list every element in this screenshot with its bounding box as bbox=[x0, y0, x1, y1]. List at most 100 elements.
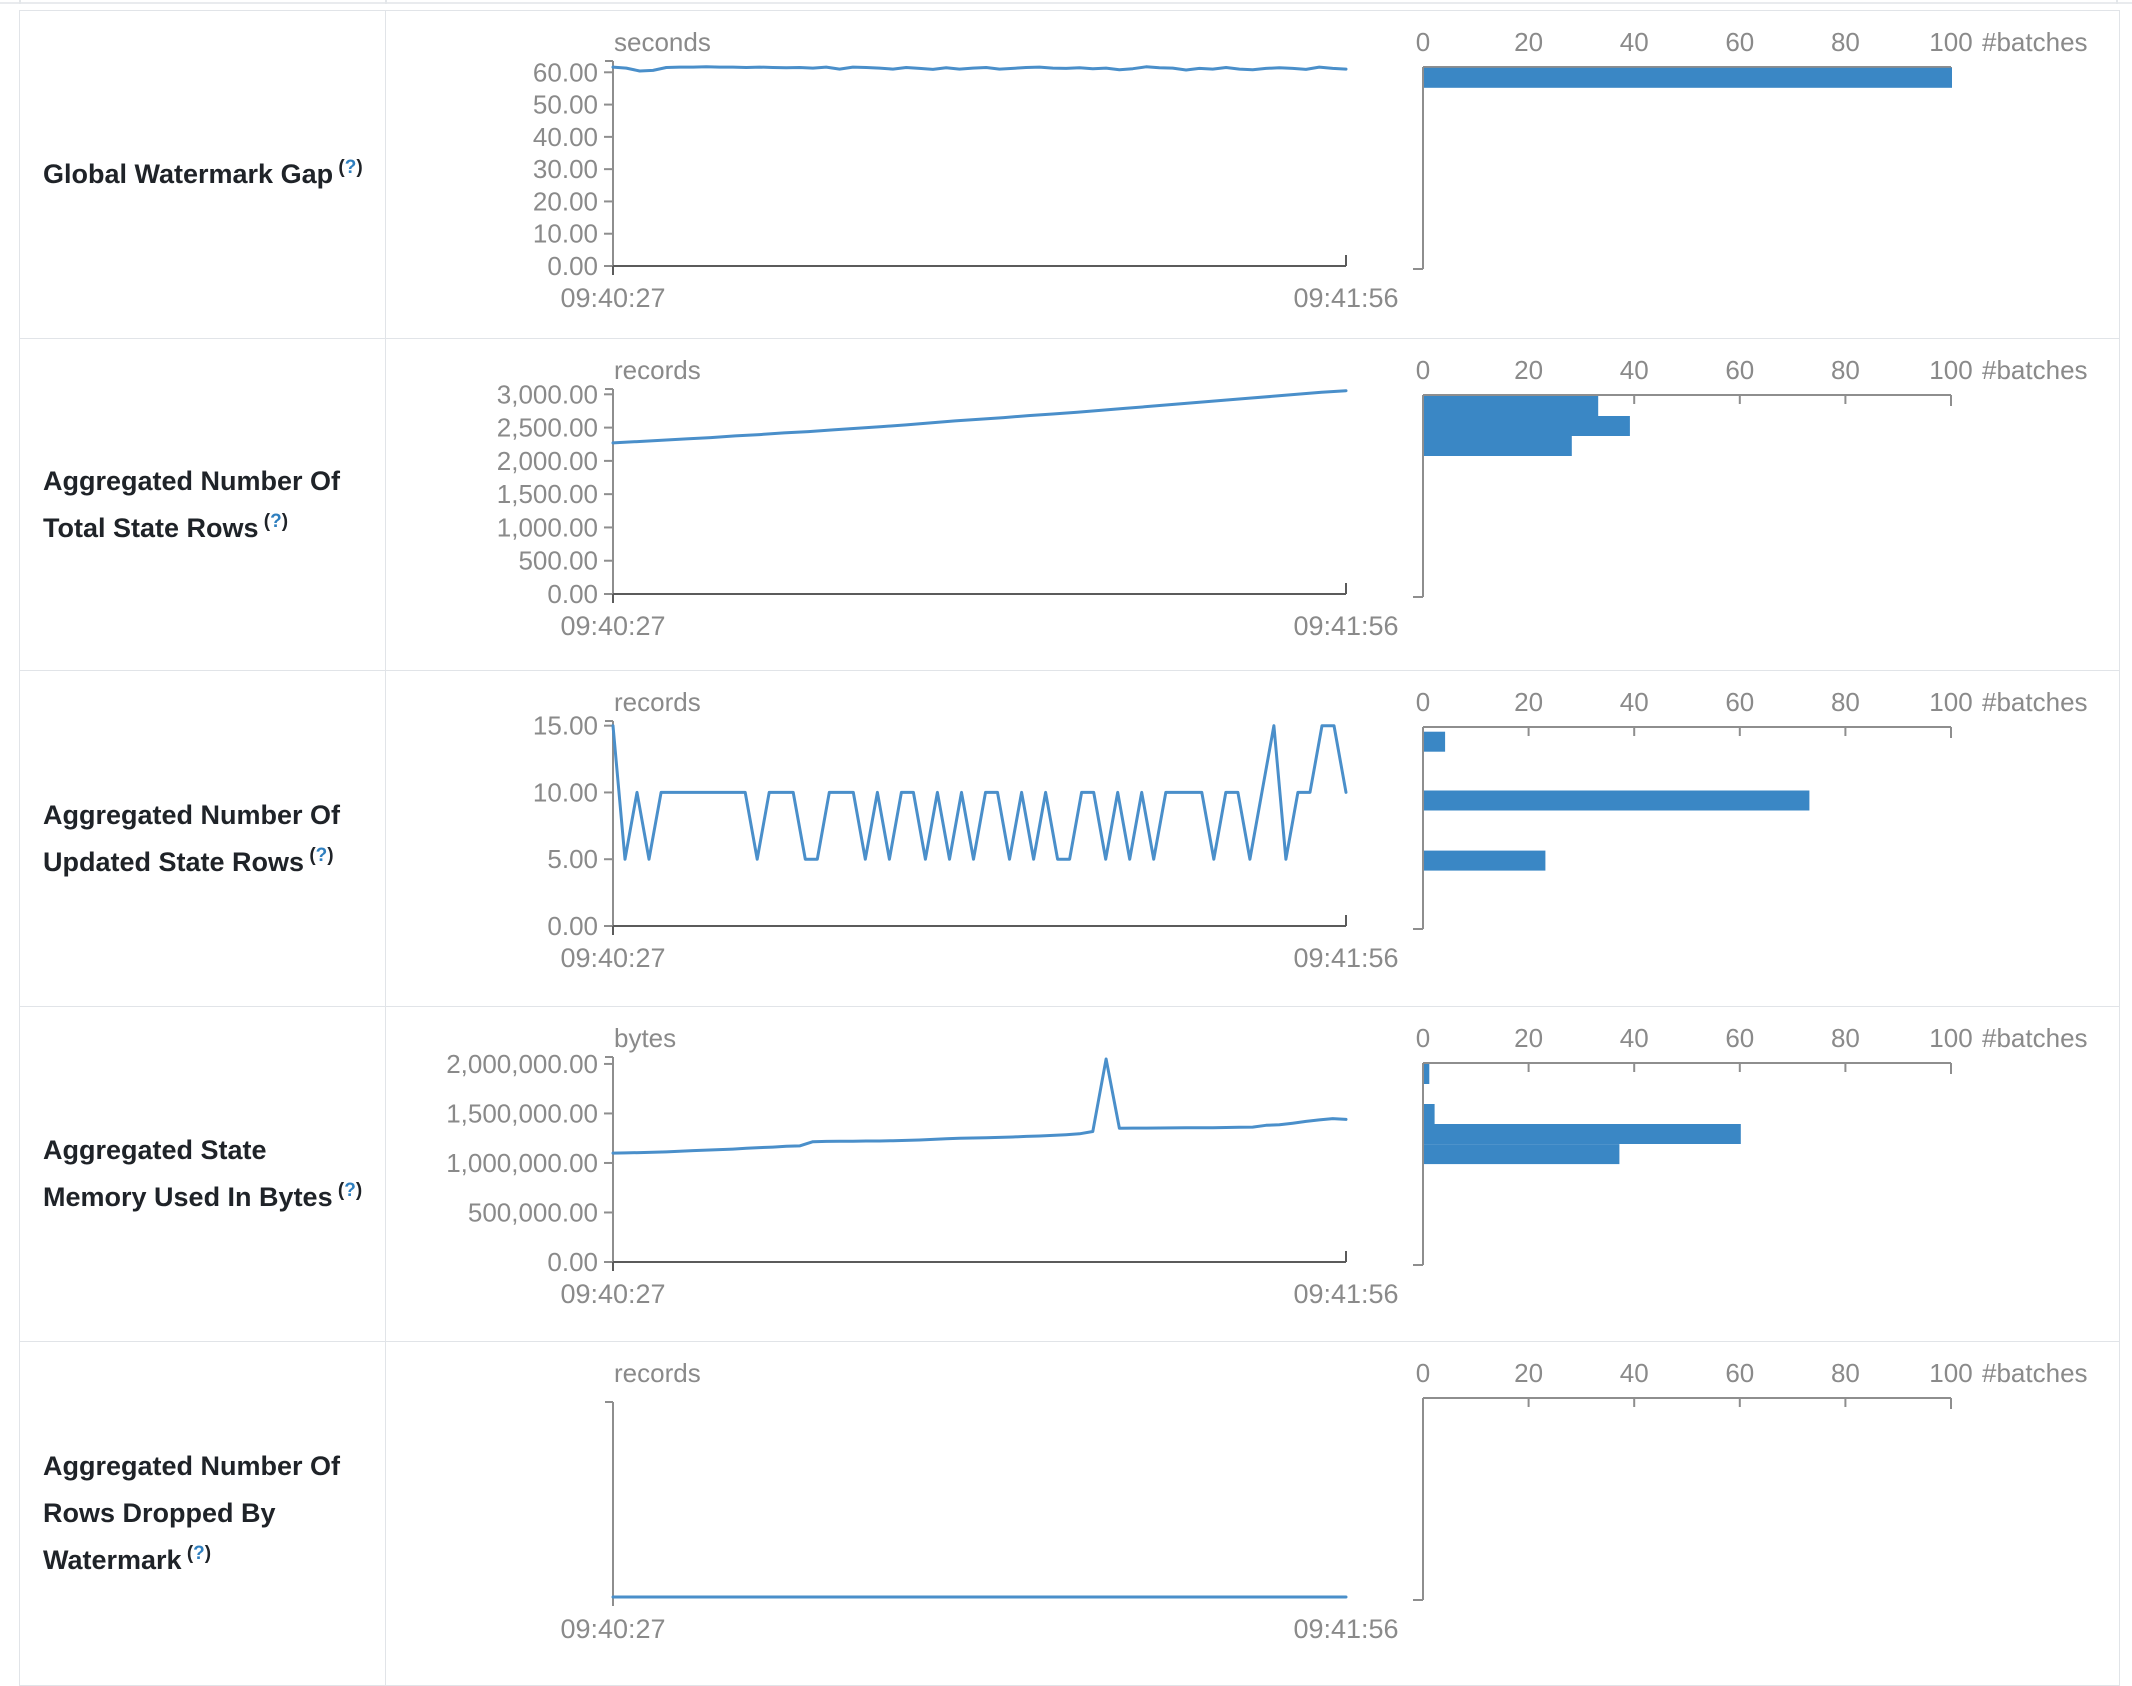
hist-tick-label: 0 bbox=[1416, 27, 1430, 57]
y-tick-label: 2,000,000.00 bbox=[446, 1049, 598, 1079]
charts-cell: records 15.00 10.00 5.00 0.00 09:40:27 09:41:5… bbox=[386, 671, 2119, 1006]
x-tick-label-start: 09:40:27 bbox=[560, 1614, 665, 1644]
x-tick-label-end: 09:41:56 bbox=[1293, 283, 1398, 313]
metric-label: Aggregated Number Of Rows Dropped By Wat… bbox=[43, 1443, 375, 1584]
y-tick-label: 10.00 bbox=[533, 219, 598, 249]
help-paren-open: ( bbox=[332, 1180, 345, 1201]
hist-tick-label: 0 bbox=[1416, 1023, 1430, 1053]
timeline-data-line bbox=[611, 65, 1348, 73]
help-marker: (?) bbox=[304, 844, 334, 866]
y-tick-label: 3,000.00 bbox=[497, 379, 598, 409]
hist-tick-label: 20 bbox=[1514, 1358, 1543, 1388]
y-tick-label: 0.00 bbox=[547, 579, 598, 609]
help-paren-close: ) bbox=[281, 510, 289, 532]
hist-bar bbox=[1424, 67, 1952, 88]
y-tick-label: 10.00 bbox=[533, 777, 598, 807]
y-tick-label: 500.00 bbox=[518, 546, 598, 576]
y-tick-label: 1,500,000.00 bbox=[446, 1098, 598, 1128]
help-question-link[interactable]: ? bbox=[315, 844, 328, 866]
charts-cell: seconds 60.00 50.00 40.00 30.00 20.00 10.00 0.0… bbox=[386, 11, 2119, 338]
metric-row: Aggregated Number Of Rows Dropped By Wat… bbox=[20, 1342, 2119, 1686]
help-question-link[interactable]: ? bbox=[193, 1543, 205, 1564]
hist-tick-label: 80 bbox=[1831, 1358, 1860, 1388]
help-paren-open: ( bbox=[181, 1543, 194, 1564]
hist-bar bbox=[1424, 436, 1572, 456]
previous-row-border bbox=[0, 2, 2132, 4]
metric-row: Global Watermark Gap (?) seconds 60.00 50.0… bbox=[20, 11, 2119, 339]
hist-bar bbox=[1424, 1144, 1620, 1165]
y-tick-label: 60.00 bbox=[533, 57, 598, 87]
streaming-metrics-table: Global Watermark Gap (?) seconds 60.00 50.0… bbox=[19, 10, 2120, 1686]
y-tick-label: 2,500.00 bbox=[497, 413, 598, 443]
metric-label: Aggregated Number Of Updated State Rows … bbox=[43, 792, 375, 886]
help-marker: (?) bbox=[181, 1543, 212, 1564]
hist-tick-label: 60 bbox=[1725, 1023, 1754, 1053]
hist-tick-label: 100 bbox=[1929, 1023, 1972, 1053]
hist-tick-label: 80 bbox=[1831, 27, 1860, 57]
hist-tick-label: 0 bbox=[1416, 687, 1430, 717]
metric-label: Aggregated State Memory Used In Bytes (?… bbox=[43, 1127, 375, 1221]
y-axis-unit-label: bytes bbox=[614, 1023, 676, 1053]
metric-label: Global Watermark Gap (?) bbox=[43, 151, 363, 198]
y-tick-label: 0.00 bbox=[547, 1247, 598, 1277]
y-tick-label: 30.00 bbox=[533, 154, 598, 184]
hist-tick-label: 60 bbox=[1725, 355, 1754, 385]
x-tick-label-end: 09:41:56 bbox=[1293, 1614, 1398, 1644]
y-axis-unit-label: seconds bbox=[614, 27, 711, 57]
hist-tick-label: 80 bbox=[1831, 1023, 1860, 1053]
hist-axis-unit-label: #batches bbox=[1982, 1358, 2088, 1388]
y-tick-label: 500,000.00 bbox=[468, 1197, 598, 1227]
hist-bar bbox=[1424, 396, 1599, 416]
charts-cell: records 09:40:27 09:41:56 0 20 40 60 80 100 #batc… bbox=[386, 1342, 2119, 1685]
y-axis-unit-label: records bbox=[614, 1358, 701, 1388]
y-tick-label: 50.00 bbox=[533, 90, 598, 120]
y-axis-unit-label: records bbox=[614, 687, 701, 717]
x-tick-label-start: 09:40:27 bbox=[560, 1279, 665, 1309]
metric-label-text: Global Watermark Gap bbox=[43, 159, 334, 189]
help-paren-close: ) bbox=[327, 844, 334, 866]
metric-label-cell: Aggregated Number Of Total State Rows (?… bbox=[20, 339, 386, 670]
hist-tick-label: 40 bbox=[1620, 687, 1649, 717]
y-tick-label: 2,000.00 bbox=[497, 446, 598, 476]
hist-tick-label: 20 bbox=[1514, 687, 1543, 717]
charts-cell: records 3,000.00 2,500.00 2,000.00 1,500.00 1… bbox=[386, 339, 2119, 670]
x-tick-label-end: 09:41:56 bbox=[1293, 611, 1398, 641]
y-tick-label: 0.00 bbox=[547, 911, 598, 941]
help-paren-close: ) bbox=[204, 1543, 212, 1564]
hist-bar bbox=[1424, 1064, 1430, 1084]
y-tick-label: 20.00 bbox=[533, 186, 598, 216]
metric-label-cell: Global Watermark Gap (?) bbox=[20, 11, 386, 338]
metric-row: Aggregated Number Of Total State Rows (?… bbox=[20, 339, 2119, 671]
x-tick-label-start: 09:40:27 bbox=[560, 943, 665, 973]
metric-label: Aggregated Number Of Total State Rows (?… bbox=[43, 458, 375, 552]
hist-tick-label: 0 bbox=[1416, 355, 1430, 385]
help-question-link[interactable]: ? bbox=[344, 1180, 356, 1201]
timeline-and-histogram-chart: bytes 2,000,000.00 1,500,000.00 1,000,000.0… bbox=[446, 1023, 2087, 1309]
timeline-data-line bbox=[611, 389, 1348, 445]
hist-tick-label: 60 bbox=[1725, 687, 1754, 717]
hist-bar bbox=[1424, 1124, 1741, 1144]
y-tick-label: 40.00 bbox=[533, 122, 598, 152]
timeline-data-line bbox=[611, 1057, 1348, 1155]
metric-label-text: Aggregated Number Of Total State Rows bbox=[43, 465, 341, 543]
previous-row-border-stub bbox=[19, 0, 21, 4]
x-tick-label-start: 09:40:27 bbox=[560, 611, 665, 641]
x-tick-label-end: 09:41:56 bbox=[1293, 943, 1398, 973]
timeline-and-histogram-chart: records3,000.002,500.002,000.001,500.001… bbox=[497, 355, 2088, 641]
hist-tick-label: 80 bbox=[1831, 355, 1860, 385]
y-tick-label: 15.00 bbox=[533, 711, 598, 741]
y-tick-label: 0.00 bbox=[547, 251, 598, 281]
hist-tick-label: 100 bbox=[1929, 1358, 1972, 1388]
hist-axis-unit-label: #batches bbox=[1982, 687, 2088, 717]
metric-row: Aggregated Number Of Updated State Rows … bbox=[20, 671, 2119, 1007]
hist-bar bbox=[1424, 731, 1446, 752]
help-marker: (?) bbox=[259, 510, 289, 532]
help-question-link[interactable]: ? bbox=[270, 510, 282, 532]
hist-tick-label: 20 bbox=[1514, 355, 1543, 385]
help-question-link[interactable]: ? bbox=[344, 157, 357, 178]
y-axis-unit-label: records bbox=[614, 355, 701, 385]
hist-bar bbox=[1424, 1104, 1435, 1124]
timeline-data-line bbox=[611, 724, 1348, 861]
hist-axis-unit-label: #batches bbox=[1982, 27, 2088, 57]
